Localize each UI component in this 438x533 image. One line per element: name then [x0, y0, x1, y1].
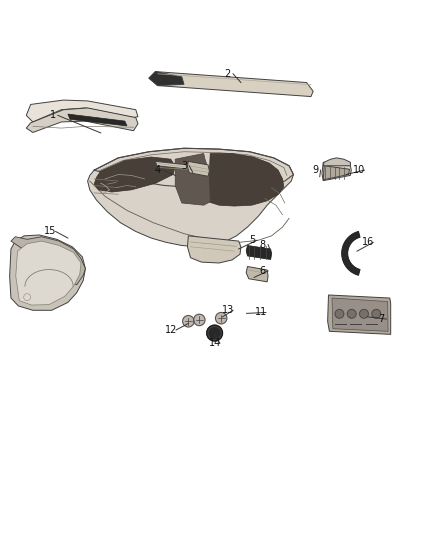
Circle shape	[372, 310, 381, 318]
Polygon shape	[16, 241, 81, 305]
Polygon shape	[322, 162, 351, 181]
Text: 5: 5	[249, 235, 255, 245]
Polygon shape	[155, 161, 205, 171]
Text: 1: 1	[49, 110, 56, 120]
Text: 7: 7	[378, 314, 384, 324]
Text: 12: 12	[165, 325, 177, 335]
Circle shape	[360, 310, 368, 318]
Polygon shape	[187, 236, 241, 263]
Text: 13: 13	[222, 305, 234, 316]
Text: 15: 15	[44, 227, 57, 237]
Polygon shape	[246, 246, 272, 260]
Polygon shape	[10, 235, 85, 310]
Polygon shape	[11, 237, 85, 285]
Polygon shape	[26, 100, 138, 122]
Circle shape	[207, 325, 223, 341]
Circle shape	[183, 316, 194, 327]
Text: 3: 3	[181, 161, 187, 171]
Polygon shape	[175, 154, 210, 205]
Polygon shape	[323, 158, 350, 166]
Circle shape	[209, 328, 220, 338]
Polygon shape	[88, 148, 293, 247]
Polygon shape	[328, 295, 391, 334]
Text: 9: 9	[312, 165, 318, 175]
Polygon shape	[204, 154, 284, 206]
Polygon shape	[149, 71, 313, 96]
Text: 14: 14	[208, 338, 221, 348]
Polygon shape	[342, 231, 360, 276]
Polygon shape	[94, 157, 175, 192]
Text: 8: 8	[260, 240, 266, 249]
Text: 16: 16	[362, 237, 374, 247]
Text: 2: 2	[225, 69, 231, 79]
Polygon shape	[246, 266, 268, 282]
Polygon shape	[323, 166, 350, 180]
Text: 6: 6	[260, 266, 266, 276]
Polygon shape	[332, 298, 388, 332]
Polygon shape	[187, 161, 209, 176]
Polygon shape	[188, 241, 240, 251]
Polygon shape	[149, 71, 184, 86]
Polygon shape	[68, 114, 127, 126]
Circle shape	[194, 314, 205, 326]
Circle shape	[335, 310, 344, 318]
Circle shape	[347, 310, 356, 318]
Text: 11: 11	[254, 308, 267, 318]
Polygon shape	[26, 108, 138, 133]
Text: 10: 10	[353, 165, 365, 175]
Text: 4: 4	[155, 165, 161, 175]
Circle shape	[215, 312, 227, 324]
